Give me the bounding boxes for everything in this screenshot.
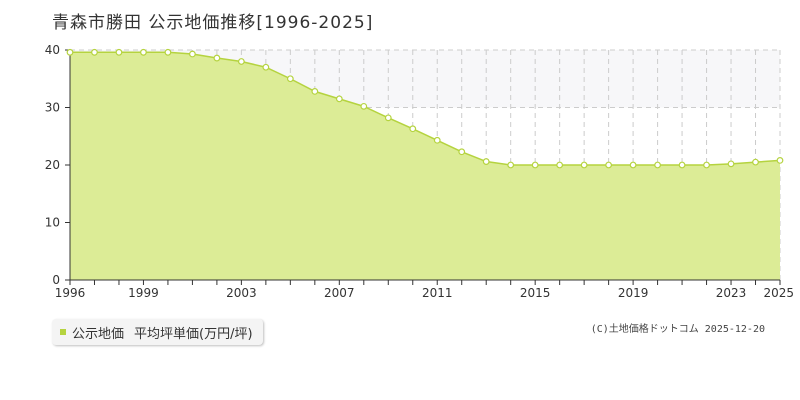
y-tick-label: 20 — [45, 158, 60, 172]
x-tick-label: 1996 — [55, 286, 86, 300]
y-tick-label: 40 — [45, 43, 60, 57]
x-tick-label: 2015 — [520, 286, 551, 300]
data-point — [531, 161, 539, 169]
data-point — [164, 48, 172, 56]
data-point — [752, 158, 759, 166]
x-tick-label: 1999 — [128, 286, 159, 300]
x-tick-label: 2011 — [422, 286, 453, 300]
legend-series-label: 公示地価 — [72, 326, 125, 342]
data-point — [262, 63, 270, 71]
data-point — [580, 161, 588, 169]
copyright-text: (C)土地価格ドットコム 2025-12-20 — [590, 324, 765, 335]
y-tick-labels: 0 10 20 30 40 — [45, 43, 60, 287]
data-point — [507, 161, 515, 169]
data-point — [482, 158, 490, 165]
x-tick-label: 2003 — [226, 286, 257, 300]
data-point — [776, 156, 784, 164]
data-point — [311, 87, 319, 95]
data-point — [140, 48, 147, 56]
area-series — [70, 51, 781, 280]
data-point — [189, 50, 196, 58]
data-point — [458, 148, 466, 156]
data-point — [605, 161, 613, 169]
data-point — [237, 58, 245, 65]
data-point — [360, 102, 368, 110]
area-fill — [70, 52, 780, 280]
data-point — [115, 48, 123, 56]
axes — [65, 49, 781, 285]
chart-title: 青森市勝田 公示地価推移[1996-2025] — [52, 13, 374, 33]
x-tick-label: 2025 — [763, 286, 794, 300]
legend-swatch — [60, 329, 66, 335]
y-tick-label: 30 — [45, 101, 60, 115]
data-point — [213, 54, 221, 62]
data-point — [678, 161, 686, 169]
data-point — [654, 161, 661, 169]
data-points — [66, 48, 784, 169]
y-tick-label: 0 — [52, 273, 60, 287]
x-tick-labels: 1996 1999 2003 2007 2011 2015 2019 2023 2025 — [55, 286, 794, 300]
data-point — [384, 114, 392, 122]
x-tick-label: 2019 — [618, 286, 649, 300]
data-point — [727, 160, 735, 168]
series-line — [70, 51, 781, 166]
data-point — [335, 95, 343, 103]
data-point — [556, 161, 564, 169]
data-point — [409, 125, 417, 133]
data-point — [433, 136, 441, 144]
data-point — [629, 161, 637, 169]
x-tick-label: 2007 — [324, 286, 355, 300]
data-point — [703, 161, 710, 169]
legend-unit-label: 平均坪単価(万円/坪) — [134, 326, 253, 342]
legend: 公示地価 平均坪単価(万円/坪) — [52, 319, 263, 345]
x-tick-label: 2023 — [716, 286, 747, 300]
data-point — [286, 75, 294, 83]
data-point — [91, 48, 98, 56]
data-point — [66, 48, 74, 56]
y-tick-label: 10 — [45, 216, 60, 230]
